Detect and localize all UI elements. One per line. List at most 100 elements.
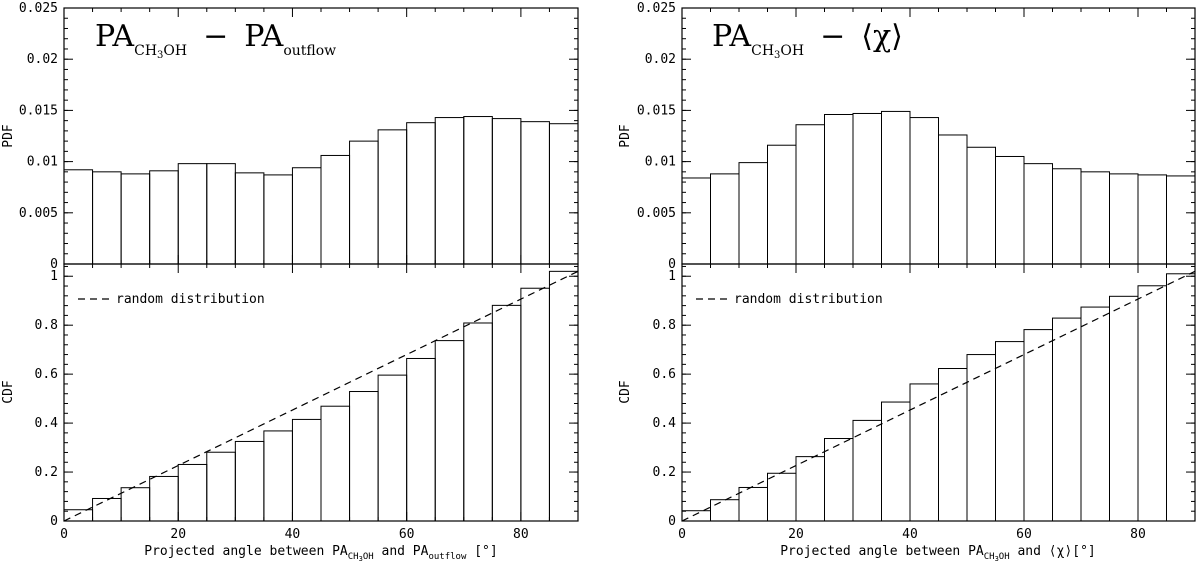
histogram-bar bbox=[178, 464, 207, 521]
histogram-bar bbox=[121, 174, 150, 264]
x-tick-label: 60 bbox=[1016, 527, 1032, 542]
panel-right-top: 0 0.005 0.01 0.015 0.02 0.025 PDF bbox=[618, 1, 1195, 272]
y-tick-label: 0.2 bbox=[35, 465, 58, 480]
histogram-bar bbox=[150, 171, 179, 264]
histogram-bar bbox=[1053, 318, 1082, 521]
left-title-minus: − bbox=[203, 19, 228, 54]
left-x-axis-title: Projected angle between PACH3OH and PAou… bbox=[144, 544, 497, 563]
left-xlabel-post: [°] bbox=[466, 544, 497, 559]
histogram-bar bbox=[967, 147, 996, 264]
histogram-bar bbox=[121, 488, 150, 521]
y-tick-label: 0.005 bbox=[637, 206, 676, 221]
histogram-bar bbox=[825, 114, 854, 264]
y-tick-label: 0.015 bbox=[637, 103, 676, 118]
histogram-bar bbox=[1167, 274, 1196, 521]
histogram-bar bbox=[1138, 286, 1167, 521]
histogram-bar bbox=[407, 358, 436, 521]
right-title-sub-oh: OH bbox=[780, 43, 804, 59]
y-tick-label: 0.4 bbox=[35, 416, 59, 431]
histogram-bar bbox=[549, 271, 578, 521]
y-tick-label: 0.025 bbox=[637, 1, 676, 16]
histogram-bar bbox=[64, 170, 93, 264]
histogram-bar bbox=[825, 439, 854, 521]
y-tick-label: 0.015 bbox=[19, 103, 58, 118]
histogram-bar bbox=[93, 498, 122, 521]
y-tick-label: 0.02 bbox=[27, 52, 58, 67]
y-tick-label: 1 bbox=[668, 269, 676, 284]
y-tick-label: 0.8 bbox=[653, 318, 676, 333]
histogram-bar bbox=[150, 476, 179, 521]
histogram-bar bbox=[378, 130, 407, 264]
right-xlabel-sub-oh: OH bbox=[999, 552, 1010, 562]
histogram-bar bbox=[939, 135, 968, 264]
histogram-bar bbox=[1024, 330, 1053, 521]
histogram-bar bbox=[1110, 174, 1139, 264]
histogram-bar bbox=[435, 341, 464, 521]
histogram-bar bbox=[853, 113, 882, 264]
histogram-bar bbox=[350, 392, 379, 521]
left-xlabel-sub-oh: OH bbox=[363, 552, 374, 562]
x-tick-label: 20 bbox=[170, 527, 186, 542]
y-axis-title: PDF bbox=[1, 124, 16, 148]
histogram-bar bbox=[682, 178, 711, 264]
right-xlabel-mid: and ⟨χ⟩ bbox=[1010, 544, 1073, 559]
x-tick-label: 60 bbox=[399, 527, 415, 542]
histogram-bar bbox=[996, 156, 1025, 264]
histogram-bar bbox=[235, 173, 264, 264]
y-tick-label: 0.005 bbox=[19, 206, 58, 221]
left-title-sub-ch: CH bbox=[134, 43, 157, 59]
right-title-sub-ch: CH bbox=[751, 43, 774, 59]
histogram-bar bbox=[178, 164, 207, 264]
histogram-bar bbox=[264, 175, 293, 264]
histogram-bar bbox=[1024, 164, 1053, 264]
histogram-bar bbox=[1167, 176, 1196, 264]
x-tick-label: 20 bbox=[788, 527, 804, 542]
histogram-bar bbox=[492, 305, 521, 521]
y-axis-title: PDF bbox=[618, 124, 633, 148]
histogram-bar bbox=[796, 457, 825, 521]
y-tick-label: 1 bbox=[50, 269, 58, 284]
histogram-bar bbox=[939, 369, 968, 521]
x-tick-label: 0 bbox=[60, 527, 68, 542]
y-tick-label: 0.01 bbox=[27, 155, 58, 170]
left-xlabel-mid: and PA bbox=[374, 544, 429, 559]
right-xlabel-post: [°] bbox=[1072, 544, 1095, 559]
y-tick-label: 0.6 bbox=[35, 367, 58, 382]
histogram-bar bbox=[967, 355, 996, 521]
histogram-bar bbox=[435, 118, 464, 264]
y-tick-label: 0.02 bbox=[645, 52, 676, 67]
histogram-bar bbox=[464, 323, 493, 521]
histogram-bar bbox=[739, 487, 768, 521]
histogram-bar bbox=[711, 174, 740, 264]
left-xlabel-sub-outflow: outflow bbox=[428, 552, 467, 562]
histogram-bar bbox=[549, 124, 578, 264]
y-tick-label: 0 bbox=[50, 514, 58, 529]
y-axis-title: CDF bbox=[1, 380, 16, 404]
histogram-bar bbox=[378, 375, 407, 521]
histogram-bar bbox=[882, 402, 911, 521]
histogram-bar bbox=[910, 118, 939, 264]
left-title-pa2: PA bbox=[244, 19, 283, 54]
histogram-bar bbox=[1081, 307, 1110, 521]
histogram-bar bbox=[996, 342, 1025, 521]
panel-left-bottom: 0 0.2 0.4 0.6 0.8 1 0 20 40 60 80 CDF random distrib… bbox=[1, 264, 578, 542]
histogram-bar bbox=[796, 125, 825, 264]
histogram-bar bbox=[292, 168, 321, 264]
x-tick-label: 40 bbox=[285, 527, 301, 542]
histogram-bar bbox=[264, 431, 293, 521]
histogram-bar bbox=[768, 473, 797, 521]
histogram-bar bbox=[492, 119, 521, 264]
x-tick-label: 80 bbox=[513, 527, 529, 542]
histogram-bar bbox=[521, 122, 550, 264]
right-xlabel-sub-ch: CH bbox=[984, 552, 995, 562]
histogram-bar bbox=[207, 452, 236, 521]
x-tick-label: 80 bbox=[1130, 527, 1146, 542]
y-tick-label: 0 bbox=[668, 514, 676, 529]
left-top-title: PACH3OH − PAoutflow bbox=[95, 19, 336, 61]
panel-right-bottom: 0 0.2 0.4 0.6 0.8 1 0 20 40 60 80 CDF random distrib… bbox=[618, 264, 1195, 542]
histogram-bar bbox=[910, 384, 939, 521]
histogram-bar bbox=[235, 441, 264, 521]
histogram-bar bbox=[321, 155, 350, 264]
left-xlabel-sub-ch: CH bbox=[348, 552, 359, 562]
histogram-bar bbox=[1138, 175, 1167, 264]
